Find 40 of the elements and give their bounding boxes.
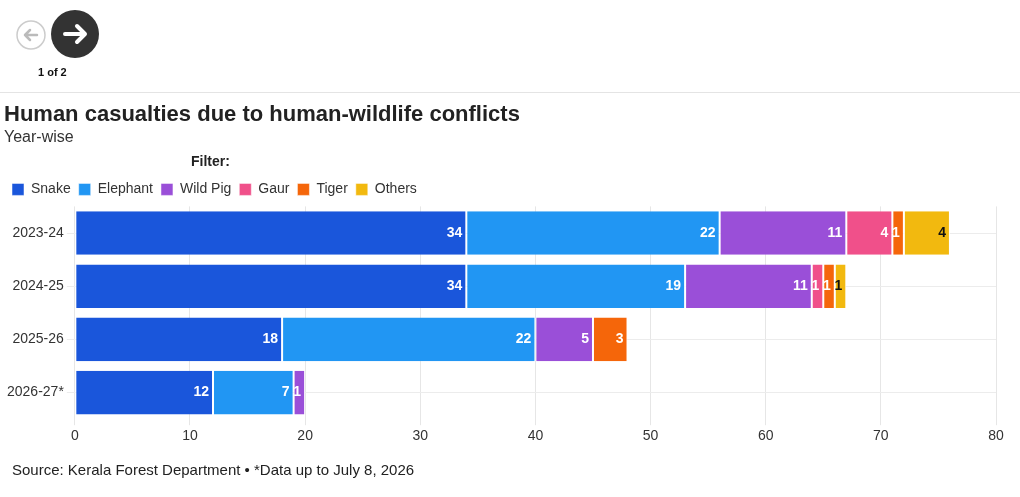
text: 1 of 2 — [38, 66, 67, 78]
data-label: 1 — [892, 223, 901, 240]
x-tick-label: 50 — [642, 427, 659, 444]
chart-title: Human casualties due to human-wildlife conflicts — [4, 101, 520, 127]
y-tick-label: 2024-25 — [12, 277, 65, 294]
data-label: 19 — [665, 277, 682, 294]
data-label: 4 — [880, 223, 889, 240]
data-label: 22 — [700, 223, 716, 240]
legend-label: Wild Pig — [179, 180, 232, 197]
legend-title: Filter: — [190, 153, 230, 170]
data-label: 11 — [792, 277, 808, 294]
data-label: 11 — [827, 223, 843, 240]
data-label: 1 — [823, 277, 831, 294]
legend-label: Gaur — [258, 180, 290, 197]
legend-label: Others — [374, 180, 417, 197]
data-label: 5 — [581, 330, 590, 347]
y-tick-label: 2026-27* — [7, 383, 65, 400]
x-tick-label: 70 — [873, 427, 889, 444]
legend-label: Elephant — [97, 180, 154, 197]
x-tick-label: 60 — [757, 427, 774, 444]
data-label: 7 — [281, 383, 290, 400]
x-tick-label: 0 — [70, 427, 79, 444]
data-label: 34 — [446, 277, 463, 294]
x-tick-label: 40 — [527, 427, 544, 444]
data-label: 18 — [262, 330, 279, 347]
legend-label: Snake — [31, 180, 71, 197]
data-label: 34 — [446, 223, 463, 240]
x-tick-label: 80 — [988, 427, 1004, 444]
legend-label: Tiger — [316, 180, 349, 197]
data-label: 4 — [938, 223, 947, 240]
data-label: 22 — [515, 330, 532, 347]
chart-subtitle: Year-wise — [4, 128, 74, 146]
x-tick-label: 20 — [297, 427, 314, 444]
data-label: 12 — [193, 383, 210, 400]
y-tick-label: 2025-26 — [12, 330, 65, 347]
source-note: Source: Kerala Forest Department • *Data up to July 8, 2026 — [12, 461, 415, 478]
data-label: 3 — [615, 330, 624, 347]
x-tick-label: 30 — [412, 427, 429, 444]
y-tick-label: 2023-24 — [12, 223, 65, 240]
x-tick-label: 10 — [182, 427, 198, 444]
